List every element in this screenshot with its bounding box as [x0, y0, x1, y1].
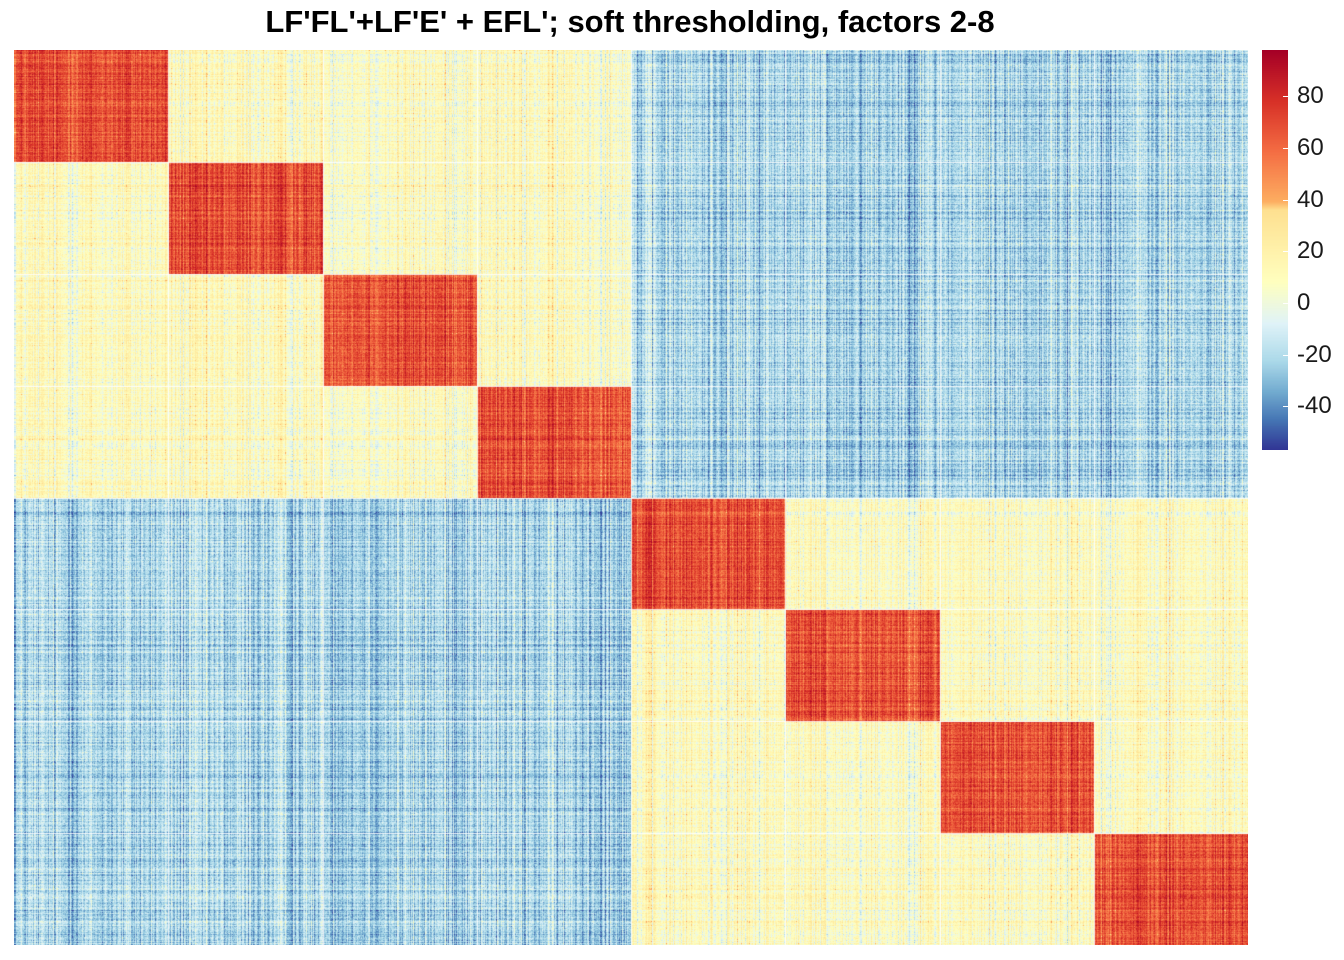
colorbar-tick-mark	[1283, 406, 1288, 407]
colorbar-tick-mark	[1283, 148, 1288, 149]
colorbar-tick-mark	[1283, 200, 1288, 201]
colorbar-tick-label: 40	[1297, 186, 1324, 213]
colorbar-tick-label: -20	[1297, 341, 1332, 368]
colorbar-tick-mark	[1283, 96, 1288, 97]
colorbar-tick-mark	[1283, 303, 1288, 304]
chart-title: LF'FL'+LF'E' + EFL'; soft thresholding, …	[265, 4, 995, 39]
colorbar-tick-label: 20	[1297, 237, 1324, 264]
colorbar-tick-label: -40	[1297, 392, 1332, 419]
colorbar-tick-label: 80	[1297, 82, 1324, 109]
heatmap	[14, 50, 1248, 945]
colorbar-tick-label: 0	[1297, 289, 1311, 316]
colorbar-tick-mark	[1283, 251, 1288, 252]
colorbar-tick-label: 60	[1297, 134, 1324, 161]
colorbar-legend	[1262, 50, 1288, 450]
colorbar-tick-mark	[1283, 355, 1288, 356]
